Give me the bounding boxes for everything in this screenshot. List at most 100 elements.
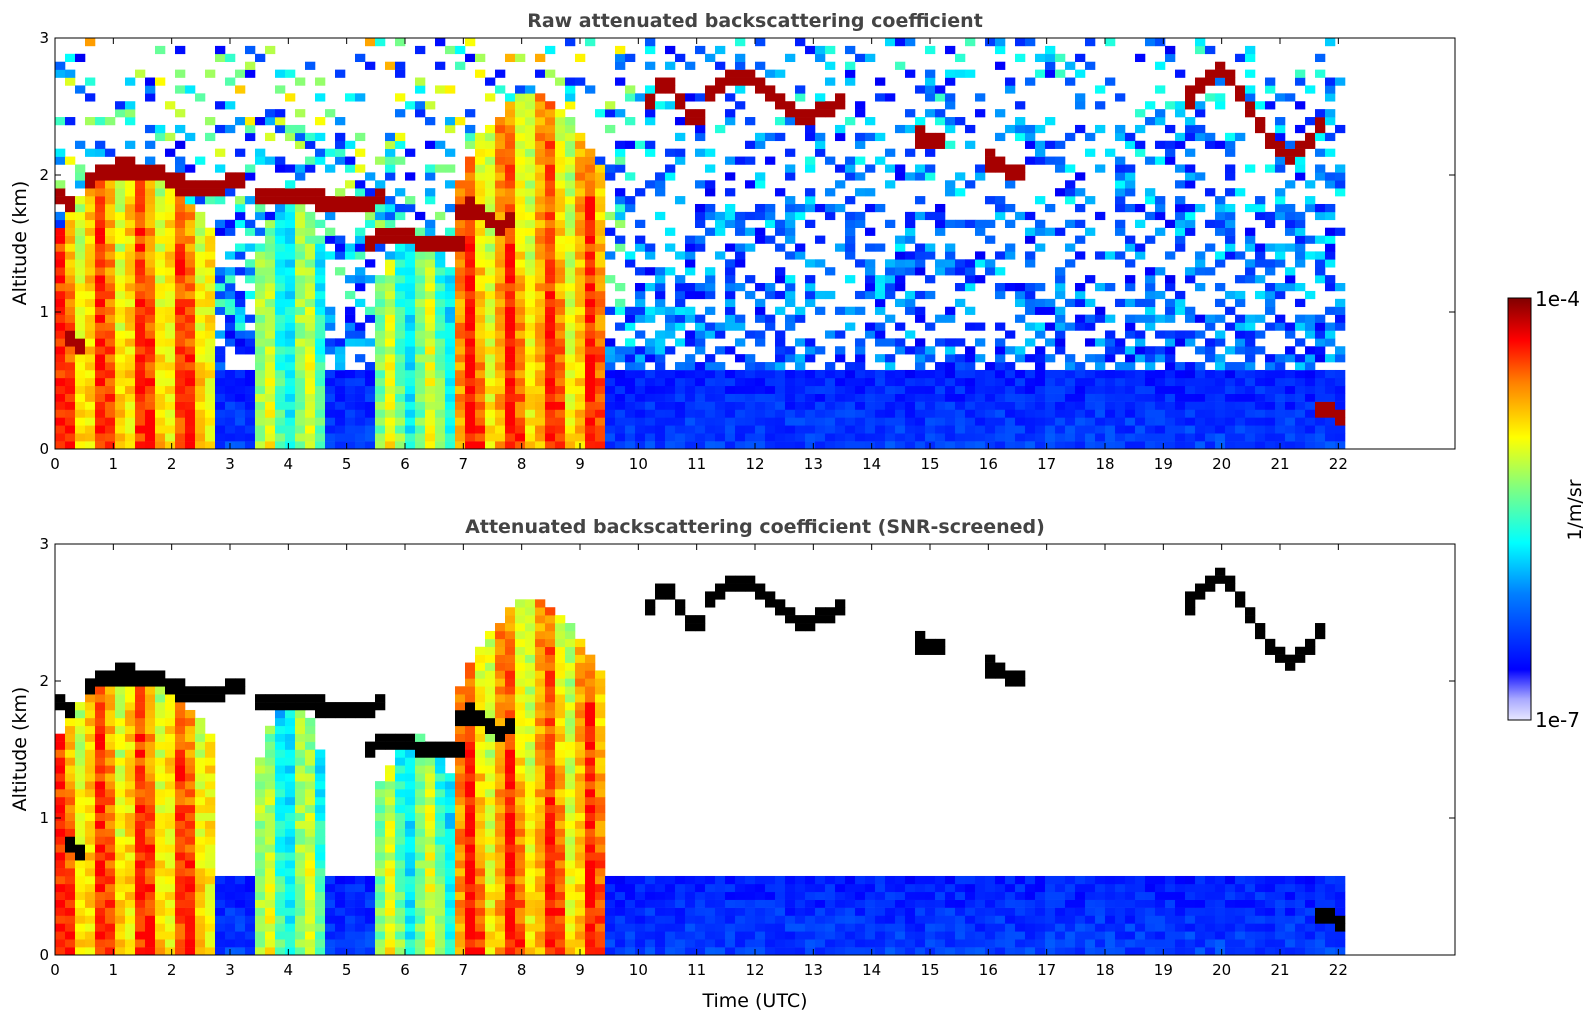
heatmap-cell: [205, 741, 216, 750]
heatmap-cell: [965, 69, 976, 78]
heatmap-cell: [245, 409, 256, 418]
heatmap-cell: [85, 812, 96, 821]
heatmap-cell: [355, 283, 366, 292]
x-tick-label: 19: [1154, 455, 1173, 473]
heatmap-cell: [585, 354, 596, 363]
heatmap-cell: [55, 844, 66, 853]
heatmap-cell: [365, 385, 376, 394]
heatmap-cell: [265, 923, 276, 932]
heatmap-cell: [455, 188, 466, 197]
heatmap-cell: [465, 109, 476, 118]
heatmap-cell: [335, 369, 346, 379]
heatmap-cell: [285, 227, 296, 236]
heatmap-cell: [1225, 393, 1236, 402]
heatmap-cell: [275, 875, 286, 885]
heatmap-cell: [285, 899, 296, 908]
heatmap-cell: [115, 717, 126, 727]
heatmap-cell: [715, 433, 726, 442]
heatmap-cell: [95, 251, 106, 260]
heatmap-cell: [1315, 164, 1326, 173]
heatmap-cell: [765, 69, 776, 78]
heatmap-cell: [195, 749, 206, 758]
heatmap-cell: [185, 773, 196, 782]
heatmap-cell: [745, 77, 756, 86]
heatmap-cell: [165, 243, 176, 252]
heatmap-cell: [135, 907, 146, 916]
heatmap-cell: [565, 164, 576, 173]
heatmap-cell: [75, 417, 86, 426]
heatmap-cell: [65, 203, 76, 213]
heatmap-cell: [555, 156, 566, 165]
heatmap-cell: [265, 267, 276, 276]
heatmap-cell: [655, 101, 666, 110]
heatmap-cell: [495, 124, 506, 134]
heatmap-cell: [435, 283, 446, 292]
heatmap-cell: [335, 709, 346, 719]
heatmap-cell: [405, 401, 416, 410]
heatmap-cell: [595, 156, 606, 165]
heatmap-cell: [1245, 441, 1256, 450]
heatmap-cell: [685, 409, 696, 418]
heatmap-cell: [475, 290, 486, 300]
heatmap-cell: [225, 124, 236, 134]
heatmap-cell: [505, 219, 516, 228]
heatmap-cell: [425, 441, 436, 450]
heatmap-cell: [95, 346, 106, 355]
heatmap-cell: [725, 369, 736, 379]
heatmap-cell: [1225, 235, 1236, 244]
heatmap-cell: [775, 117, 786, 126]
heatmap-cell: [335, 243, 346, 252]
heatmap-cell: [155, 346, 166, 355]
heatmap-cell: [165, 417, 176, 426]
heatmap-cell: [795, 385, 806, 394]
heatmap-cell: [135, 844, 146, 853]
heatmap-cell: [175, 283, 186, 292]
heatmap-cell: [455, 385, 466, 394]
heatmap-cell: [1335, 425, 1346, 434]
heatmap-cell: [75, 362, 86, 371]
y-tick-label: 1: [39, 303, 49, 321]
heatmap-cell: [185, 283, 196, 292]
heatmap-cell: [585, 362, 596, 371]
heatmap-cell: [305, 812, 316, 821]
heatmap-cell: [125, 820, 136, 829]
heatmap-cell: [135, 812, 146, 821]
heatmap-cell: [115, 377, 126, 387]
heatmap-cell: [215, 369, 226, 379]
heatmap-cell: [515, 251, 526, 260]
heatmap-cell: [305, 828, 316, 837]
heatmap-cell: [205, 789, 216, 798]
heatmap-cell: [1185, 180, 1196, 189]
heatmap-cell: [145, 899, 156, 908]
heatmap-cell: [785, 203, 796, 213]
heatmap-cell: [195, 362, 206, 371]
heatmap-cell: [705, 401, 716, 410]
heatmap-cell: [1165, 53, 1176, 63]
heatmap-cell: [1135, 433, 1146, 442]
heatmap-cell: [95, 883, 106, 893]
heatmap-cell: [1325, 369, 1336, 379]
heatmap-cell: [1325, 425, 1336, 434]
heatmap-cell: [165, 211, 176, 221]
heatmap-cell: [605, 433, 616, 442]
heatmap-cell: [105, 725, 116, 734]
heatmap-cell: [675, 93, 686, 102]
heatmap-cell: [285, 931, 296, 940]
heatmap-cell: [1065, 369, 1076, 379]
heatmap-cell: [555, 338, 566, 347]
heatmap-cell: [815, 45, 826, 55]
heatmap-cell: [615, 45, 626, 55]
heatmap-cell: [435, 385, 446, 394]
heatmap-cell: [1125, 385, 1136, 394]
heatmap-cell: [1015, 298, 1026, 308]
heatmap-cell: [815, 101, 826, 110]
heatmap-cell: [515, 101, 526, 110]
heatmap-cell: [865, 369, 876, 379]
heatmap-cell: [1335, 377, 1346, 387]
heatmap-cell: [1025, 290, 1036, 300]
heatmap-cell: [255, 354, 266, 363]
heatmap-cell: [485, 188, 496, 197]
heatmap-cell: [345, 140, 356, 149]
heatmap-cell: [515, 117, 526, 126]
heatmap-cell: [165, 812, 176, 821]
